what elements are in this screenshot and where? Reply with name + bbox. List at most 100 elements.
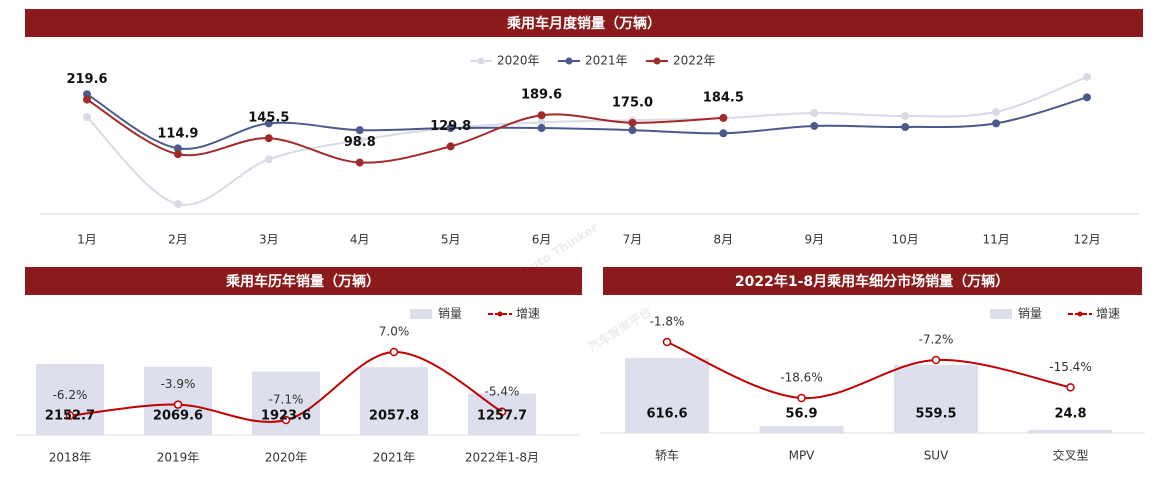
data-label: -7.2% [919, 333, 954, 347]
legend-label: 销量 [1018, 307, 1042, 321]
x-tick-label: 3月 [259, 233, 279, 247]
x-tick-label: 11月 [982, 233, 1009, 247]
point [719, 113, 728, 122]
legend-label: 增速 [516, 307, 540, 321]
data-label: 559.5 [915, 407, 956, 422]
data-label: 175.0 [612, 95, 653, 110]
data-label: -18.6% [780, 371, 822, 385]
point [537, 124, 546, 133]
bar [759, 426, 844, 433]
legend-label: 2020年 [497, 54, 540, 68]
line [86, 76, 1088, 206]
legend-swatch [990, 309, 1012, 319]
x-tick-label: 12月 [1073, 233, 1100, 247]
x-tick-label: MPV [789, 449, 816, 463]
data-label: 1257.7 [477, 409, 527, 424]
bar [252, 371, 320, 435]
point [1066, 383, 1075, 392]
point [628, 126, 637, 135]
point [719, 129, 728, 138]
point [931, 355, 941, 365]
point [264, 119, 273, 128]
point [281, 415, 291, 425]
x-tick-label: 2月 [168, 233, 188, 247]
data-label: 616.6 [646, 407, 687, 422]
legend-marker [1077, 311, 1083, 317]
data-label: -5.4% [485, 384, 520, 398]
chart-title: 乘用车月度销量（万辆） [506, 15, 661, 32]
point [355, 136, 364, 145]
point [901, 123, 910, 132]
x-tick-label: 10月 [892, 233, 919, 247]
point [628, 118, 637, 127]
legend-marker [653, 57, 661, 65]
x-tick-label: 2022年1-8月 [465, 451, 539, 465]
x-tick-label: 1月 [77, 233, 97, 247]
data-label: 189.6 [521, 88, 562, 103]
point [810, 108, 819, 117]
point [264, 134, 273, 143]
point [901, 112, 910, 121]
legend-label: 2022年 [673, 54, 716, 68]
point [446, 142, 455, 151]
title-bar [25, 267, 582, 295]
legend-swatch [410, 309, 432, 319]
point [810, 121, 819, 130]
x-tick-label: 7月 [623, 233, 643, 247]
x-tick-label: 轿车 [655, 448, 679, 463]
data-label: 219.6 [66, 72, 107, 87]
legend-marker [565, 57, 573, 65]
data-label: 2152.7 [45, 409, 95, 424]
data-label: 129.8 [430, 119, 471, 134]
point [537, 111, 546, 120]
x-tick-label: 9月 [804, 233, 824, 247]
data-label: -7.1% [269, 393, 304, 407]
point [355, 158, 364, 167]
data-label: 145.5 [248, 111, 289, 126]
data-label: 2057.8 [369, 409, 419, 424]
point [173, 150, 182, 159]
bar [1028, 429, 1113, 433]
title-bar [603, 267, 1142, 295]
bar [360, 367, 428, 435]
point [65, 411, 75, 420]
x-tick-label: 4月 [350, 233, 370, 247]
watermark: 汽车智库平台 [585, 304, 654, 355]
data-label: -15.4% [1049, 360, 1091, 374]
data-label: 1923.6 [261, 409, 311, 424]
x-tick-label: 2021年 [373, 451, 416, 465]
point [1083, 93, 1091, 102]
point [355, 126, 364, 135]
data-label: 98.8 [344, 135, 376, 150]
x-tick-label: 2019年 [157, 451, 200, 465]
point [83, 95, 91, 104]
data-label: 2069.6 [153, 409, 203, 424]
point [83, 113, 91, 122]
legend-label: 增速 [1096, 307, 1120, 321]
point [992, 119, 1001, 128]
x-tick-label: 2018年 [49, 451, 92, 465]
point [173, 144, 182, 153]
data-label: 114.9 [157, 127, 198, 142]
point [662, 337, 672, 347]
data-label: 24.8 [1054, 407, 1086, 422]
data-label: 7.0% [379, 325, 410, 339]
point [797, 393, 806, 403]
bar [625, 358, 709, 433]
data-label: -1.8% [650, 315, 685, 329]
bar [894, 364, 978, 433]
data-label: -3.9% [161, 377, 196, 391]
line [86, 93, 1088, 150]
x-tick-label: 6月 [532, 233, 552, 247]
data-label: 184.5 [703, 90, 744, 105]
title-bar [25, 9, 1143, 37]
legend-label: 2021年 [585, 54, 628, 68]
legend-marker [497, 311, 503, 317]
line [666, 341, 1071, 400]
point [173, 400, 183, 409]
point [264, 155, 273, 164]
point [446, 124, 455, 133]
x-tick-label: 5月 [441, 233, 461, 247]
point [537, 118, 546, 127]
